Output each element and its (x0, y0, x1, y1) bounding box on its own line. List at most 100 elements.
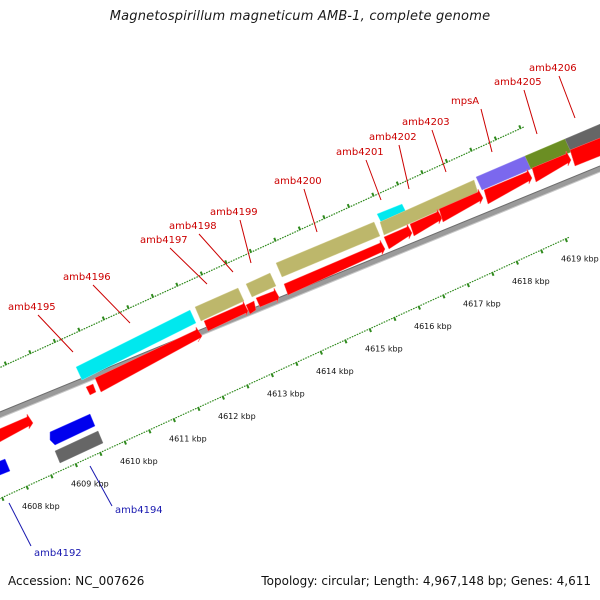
gene-label-amb4206[interactable]: amb4206 (529, 63, 577, 74)
cds-arrow[interactable] (94, 326, 203, 393)
gene-label-amb4196[interactable]: amb4196 (63, 272, 111, 283)
scale-tick (197, 406, 201, 412)
leader-line (365, 159, 382, 201)
cds-arrow[interactable] (283, 239, 386, 296)
kbp-label: 4614 kbp (316, 367, 354, 376)
gene-label-amb4202[interactable]: amb4202 (369, 132, 417, 143)
gene-label-mpsA[interactable]: mpsA (451, 96, 479, 107)
kbp-scale-track (0, 236, 570, 502)
scale-tick (74, 462, 78, 468)
leader-line (92, 284, 131, 324)
feature-amb4197[interactable] (194, 287, 245, 322)
track-tick (101, 316, 106, 321)
track-tick (395, 181, 400, 186)
scale-tick (491, 271, 495, 277)
cds-arrow[interactable] (0, 413, 34, 444)
leader-line (198, 233, 234, 273)
scale-tick (393, 316, 397, 322)
backbone-edge (0, 171, 600, 419)
scale-tick (221, 395, 225, 400)
feature-amb4194[interactable] (54, 430, 104, 464)
gene-label-amb4198[interactable]: amb4198 (169, 221, 217, 232)
map-title: Magnetospirillum magneticum AMB-1, compl… (109, 9, 491, 24)
cds-arrow[interactable] (255, 287, 280, 308)
backbone-band (0, 166, 600, 418)
feature-band-upper (75, 122, 600, 381)
scale-tick (515, 260, 519, 265)
gene-label-amb4192[interactable]: amb4192 (34, 548, 82, 559)
track-tick (297, 226, 302, 231)
leader-line (169, 247, 208, 285)
track-tick (371, 192, 375, 197)
scale-tick (1, 496, 5, 502)
scale-tick (344, 339, 348, 344)
cds-arrow-reverse[interactable] (0, 458, 11, 477)
gene-label-amb4203[interactable]: amb4203 (402, 117, 450, 128)
scale-tick (564, 237, 568, 243)
scale-tick (246, 384, 250, 389)
kbp-label: 4615 kbp (365, 345, 403, 354)
track-tick (273, 237, 277, 242)
gene-label-amb4197[interactable]: amb4197 (140, 235, 188, 246)
cds-arrow[interactable] (245, 300, 257, 315)
track-tick (469, 147, 473, 152)
scale-tick (148, 429, 152, 434)
leader-line (480, 108, 493, 153)
kbp-label: 4608 kbp (22, 502, 60, 511)
track-tick (322, 214, 326, 220)
feature-amb4200[interactable] (275, 221, 381, 278)
kbp-label: 4611 kbp (169, 435, 207, 444)
kbp-label: 4613 kbp (267, 390, 305, 399)
gene-label-amb4194[interactable]: amb4194 (115, 505, 163, 516)
scale-tick (368, 327, 372, 333)
track-tick (126, 304, 130, 310)
scale-tick (123, 440, 127, 445)
accession-text: Accession: NC_007626 (8, 574, 145, 588)
kbp-label: 4619 kbp (561, 255, 599, 264)
cds-arrow[interactable] (483, 168, 533, 205)
track-tick (3, 361, 8, 366)
scale-tick (417, 305, 421, 310)
leader-line (523, 89, 538, 135)
gene-label-amb4199[interactable]: amb4199 (210, 207, 258, 218)
track-tick (346, 203, 351, 209)
leader-line (398, 144, 410, 190)
scale-tick (99, 451, 103, 457)
cds-arrow[interactable] (203, 300, 249, 332)
track-tick (52, 338, 57, 344)
scale-tick (25, 485, 29, 490)
cds-arrow[interactable] (569, 136, 600, 167)
kbp-label: 4609 kbp (71, 480, 109, 489)
kbp-label: 4618 kbp (512, 277, 550, 286)
gene-label-amb4195[interactable]: amb4195 (8, 302, 56, 313)
gene-label-amb4205[interactable]: amb4205 (494, 77, 542, 88)
leader-line (303, 188, 318, 233)
cds-arrow[interactable] (409, 208, 443, 237)
cds-arrow-reverse[interactable] (49, 413, 96, 446)
track-tick (420, 169, 424, 175)
gene-label-amb4201[interactable]: amb4201 (336, 147, 384, 158)
scale-tick (295, 361, 299, 367)
leader-line (239, 219, 252, 264)
track-tick (444, 158, 449, 164)
track-tick (199, 271, 204, 276)
track-tick (493, 136, 498, 141)
gene-label-amb4200[interactable]: amb4200 (274, 176, 322, 187)
cds-arrow[interactable] (383, 223, 413, 250)
cds-arrow[interactable] (438, 188, 484, 223)
feature-amb4199[interactable] (245, 272, 277, 298)
scale-tick (270, 372, 274, 378)
upper-tick-track (0, 124, 524, 368)
leader-line (8, 502, 32, 547)
kbp-label: 4617 kbp (463, 300, 501, 309)
feature-amb4196[interactable] (75, 309, 197, 381)
scale-tick (319, 350, 323, 355)
kbp-label: 4612 kbp (218, 412, 256, 421)
feature-amb4206[interactable] (564, 122, 600, 153)
leader-line (89, 465, 113, 507)
cds-arrow[interactable] (85, 383, 97, 396)
cds-arrow[interactable] (531, 150, 572, 183)
scale-tick (540, 249, 544, 254)
leader-line (37, 314, 74, 353)
